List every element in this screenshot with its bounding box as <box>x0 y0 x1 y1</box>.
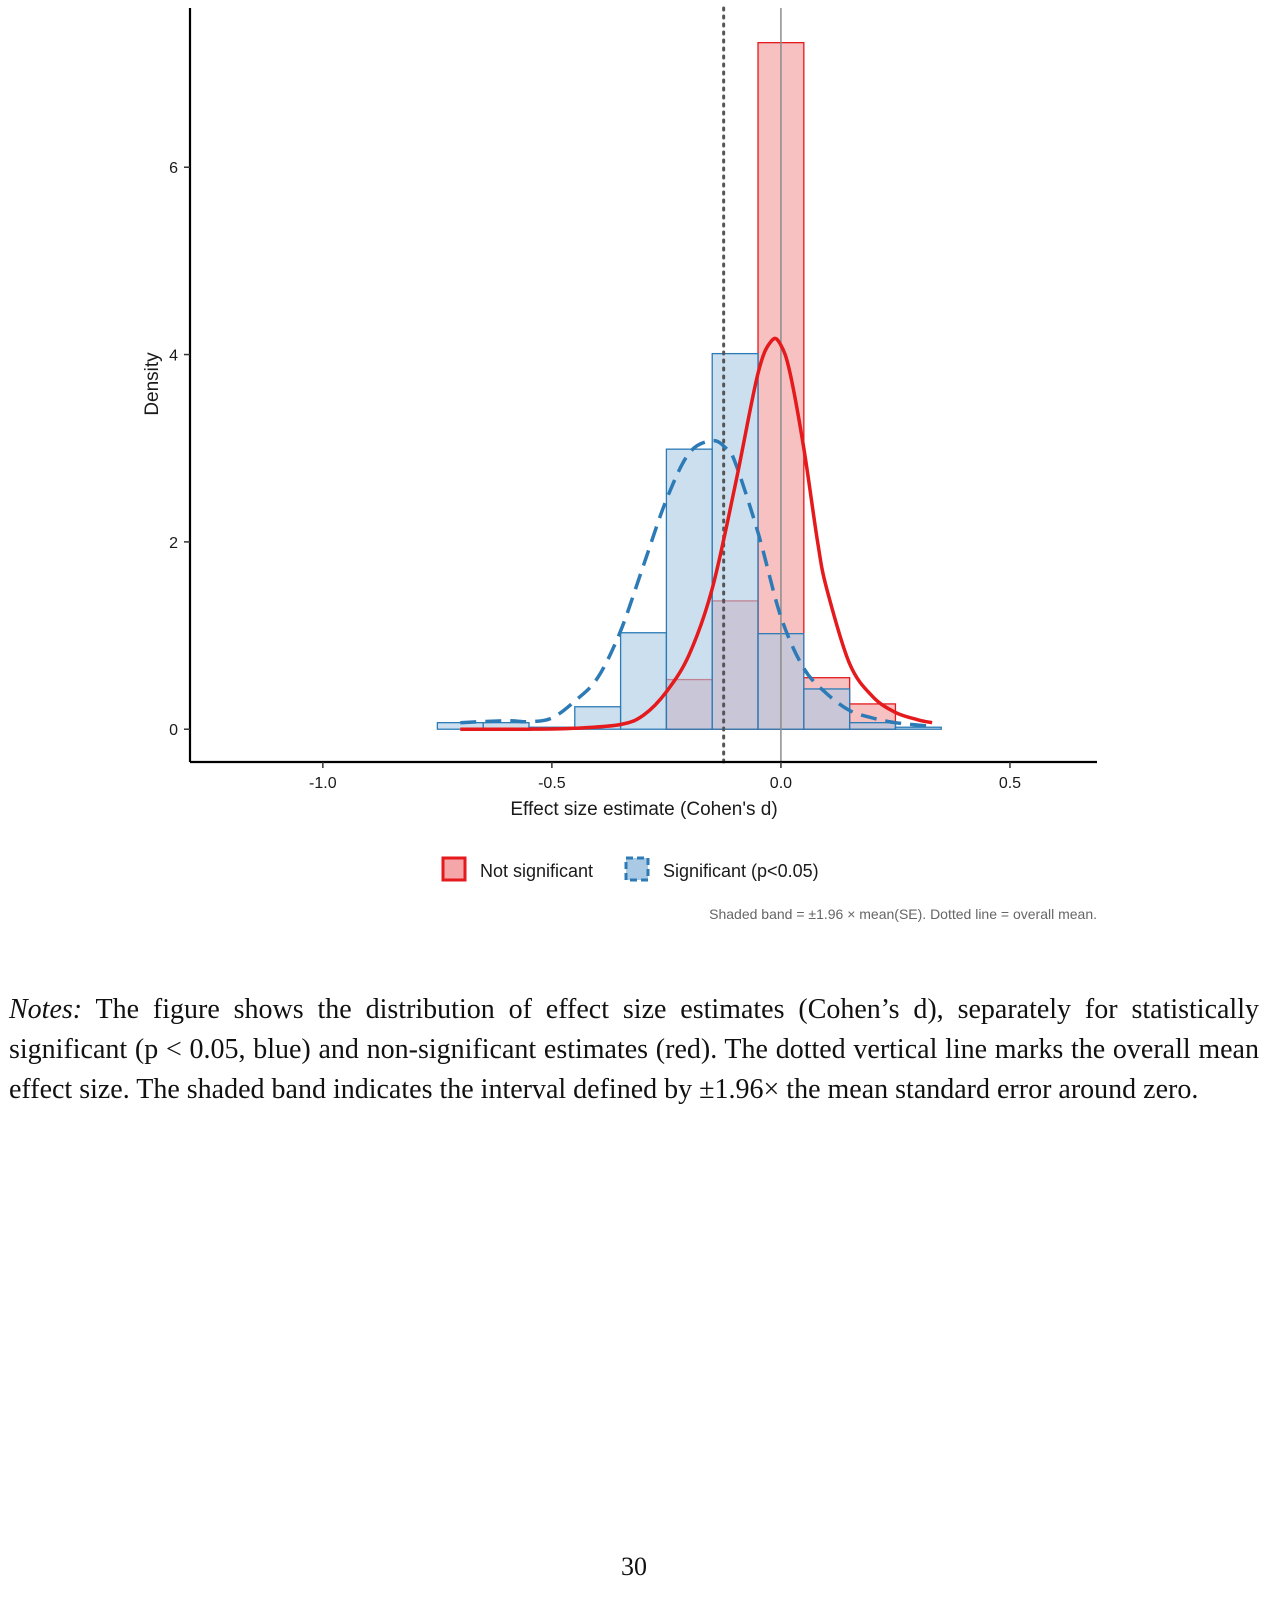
x-tick-label-1: -0.5 <box>538 775 566 792</box>
legend-label-significant: Significant (p<0.05) <box>663 861 819 881</box>
x-axis-title: Effect size estimate (Cohen's d) <box>510 799 777 820</box>
density-curves <box>460 336 933 732</box>
bar-significant-5 <box>665 448 713 730</box>
y-tick-label-0: 0 <box>169 722 178 739</box>
y-axis-title: Density <box>142 352 163 416</box>
reference-lines <box>722 6 782 764</box>
legend: Not significant Significant (p<0.05) <box>441 856 819 882</box>
legend-key-not-significant <box>441 856 467 882</box>
y-tick-label-1: 2 <box>169 535 178 552</box>
page-number: 30 <box>621 1552 647 1581</box>
legend-key-significant <box>624 856 650 882</box>
histogram-bars <box>436 42 942 730</box>
density-curve-not-significant <box>460 336 933 732</box>
density-curve-significant <box>460 438 933 729</box>
notes-body: The figure shows the distribution of eff… <box>9 994 1259 1105</box>
x-tick-label-2: 0.0 <box>770 775 792 792</box>
x-tick-label-0: -1.0 <box>309 775 337 792</box>
x-tick-label-3: 0.5 <box>999 775 1021 792</box>
figure-notes: Notes: The figure shows the distribution… <box>9 990 1259 1110</box>
axes: -1.0 -0.5 0.0 0.5 0 2 4 6 <box>169 8 1097 792</box>
bar-significant-9 <box>848 722 897 730</box>
figure-caption: Shaded band = ±1.96 × mean(SE). Dotted l… <box>709 906 1097 922</box>
effect-size-figure: -1.0 -0.5 0.0 0.5 0 2 4 6 Effect size estimate … <box>142 6 1097 922</box>
y-tick-label-3: 6 <box>169 160 178 177</box>
y-tick-label-2: 4 <box>169 348 178 365</box>
bar-significant-10 <box>894 726 942 730</box>
notes-lead: Notes: <box>9 994 83 1025</box>
legend-label-not-significant: Not significant <box>480 861 593 881</box>
